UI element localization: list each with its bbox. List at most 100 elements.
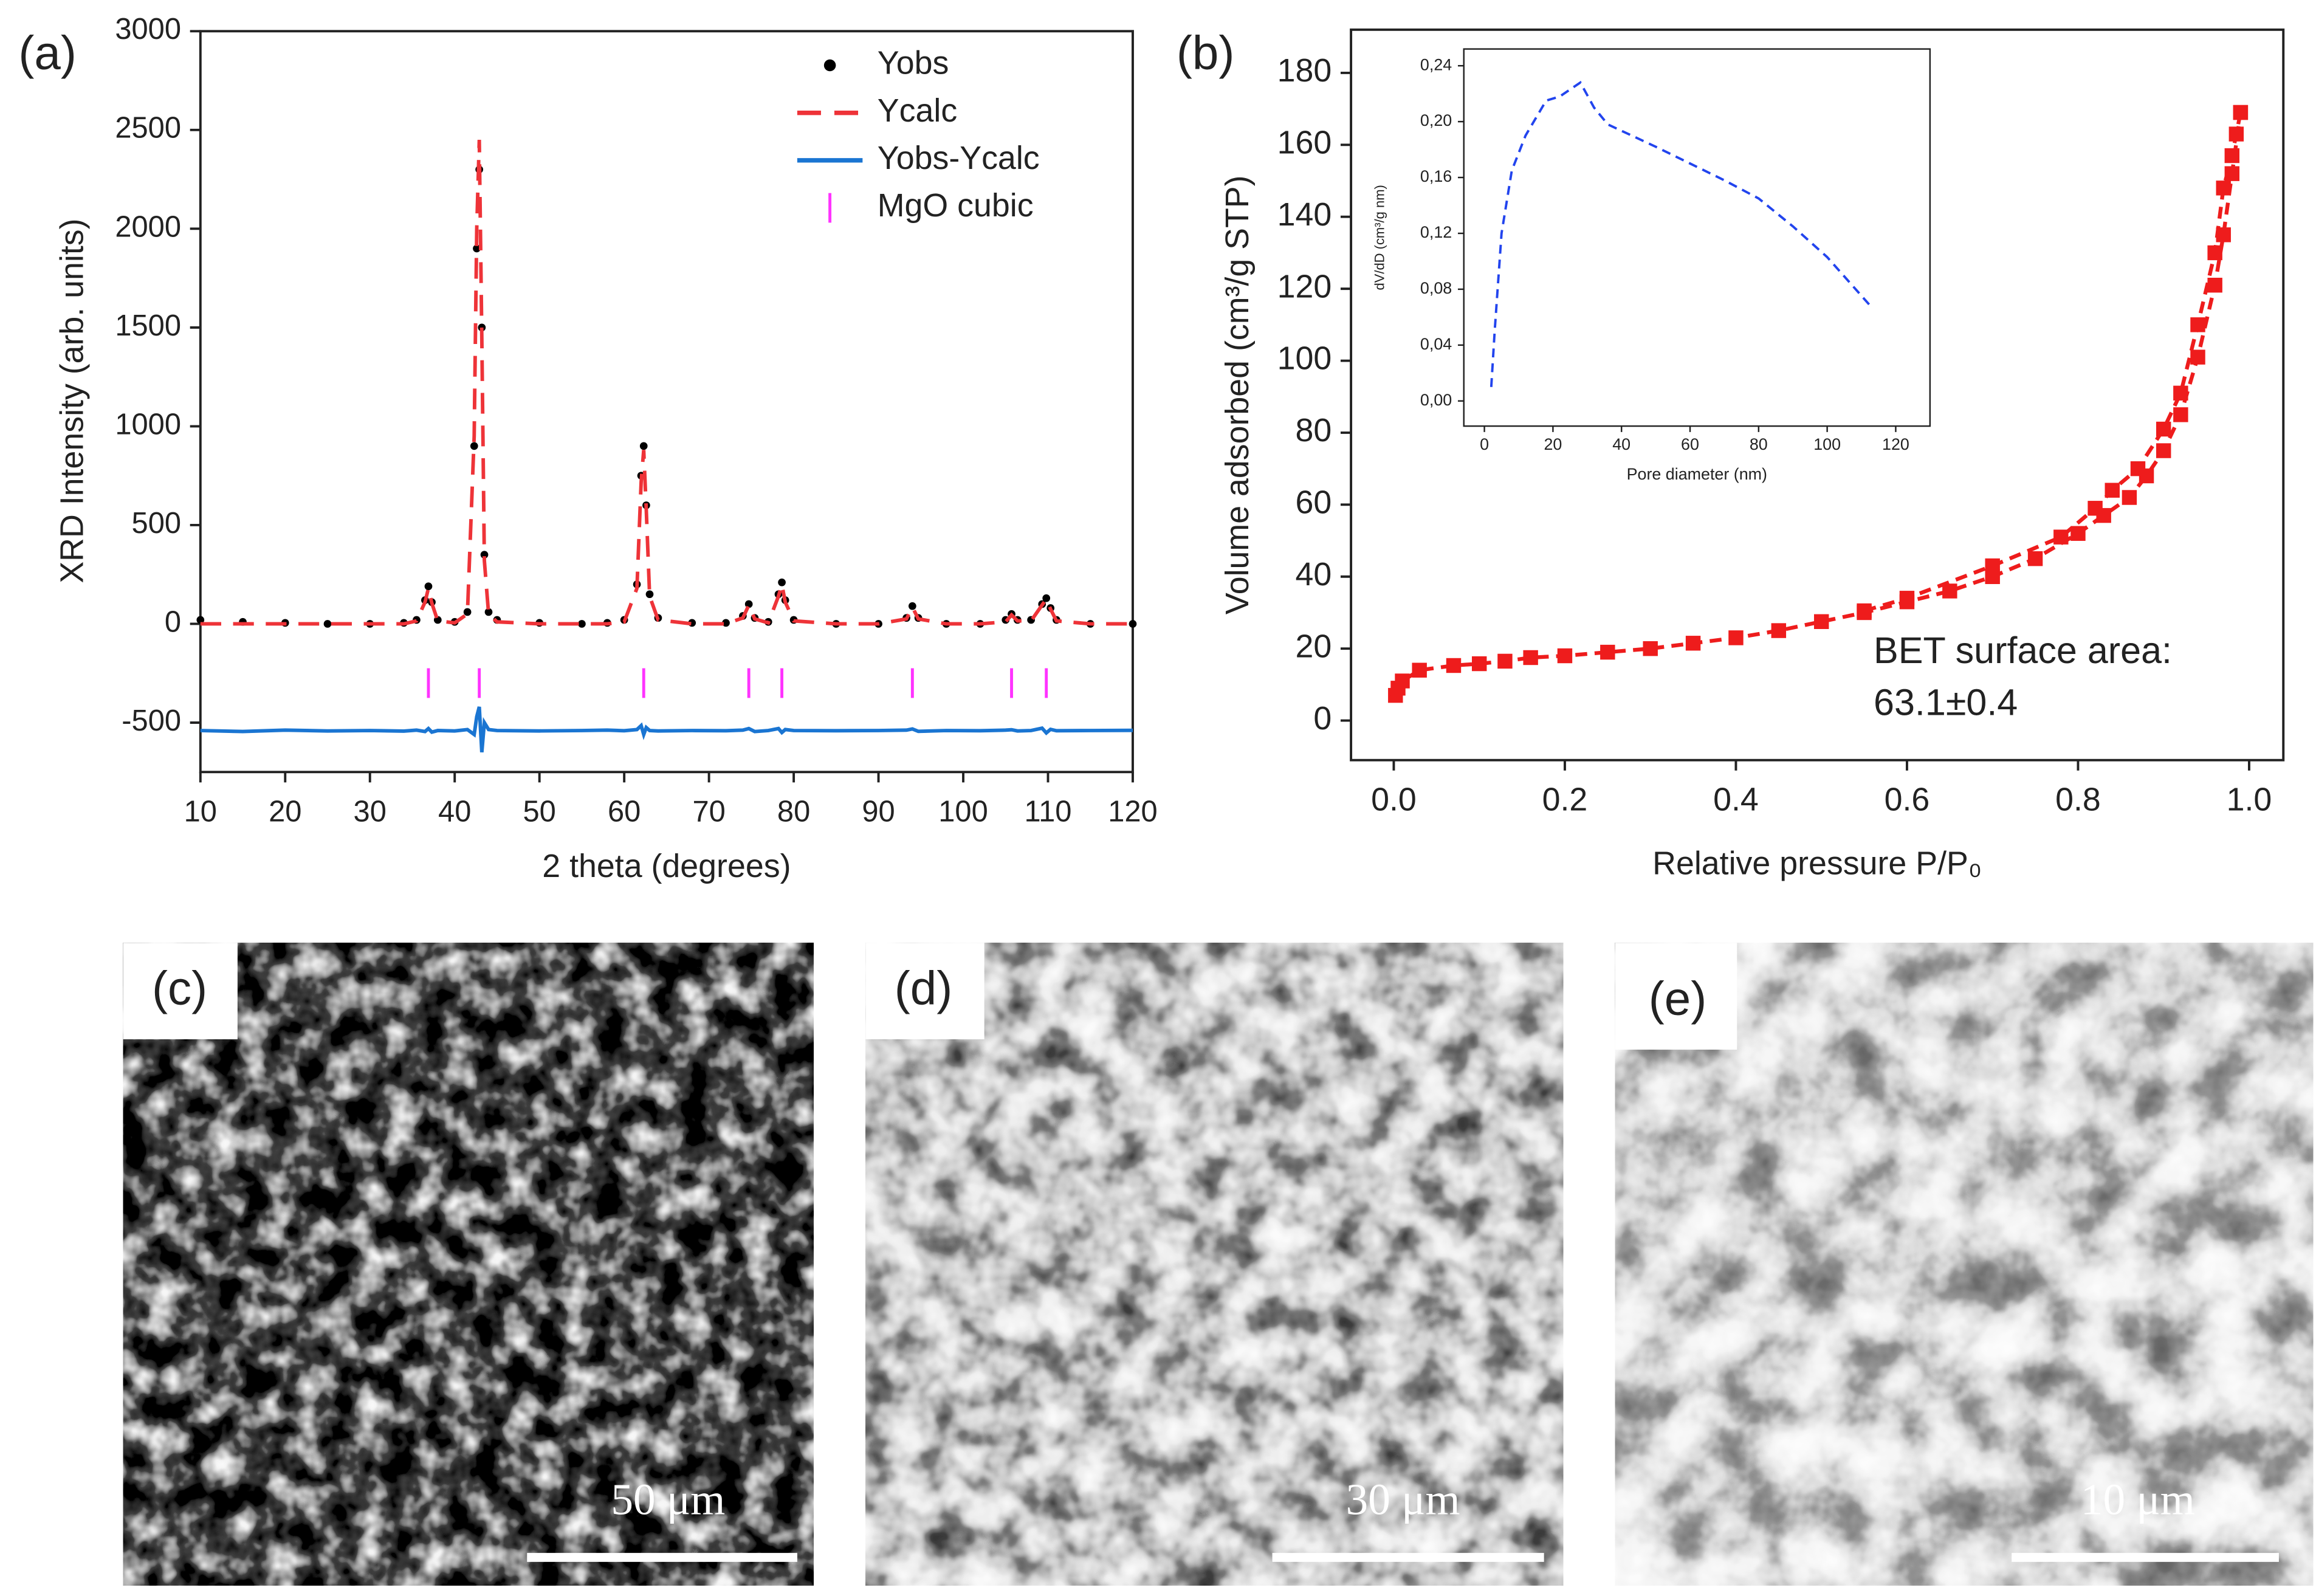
x-tick-label: 60	[1681, 435, 1699, 453]
legend-label: Ycalc	[878, 92, 957, 129]
y-tick-label: -500	[122, 704, 181, 737]
legend-label: Yobs	[878, 45, 949, 81]
scale-bar-label: 30 μm	[1346, 1474, 1460, 1524]
data-point	[2027, 551, 2043, 566]
data-point	[1942, 583, 1957, 599]
y-tick-label: 2000	[115, 210, 181, 243]
data-point	[2173, 407, 2188, 422]
x-tick-label: 40	[438, 796, 471, 828]
data-point	[1129, 620, 1137, 628]
data-point	[1857, 603, 1872, 619]
x-tick-label: 100	[1813, 435, 1841, 453]
label-box	[1615, 943, 1737, 1050]
inset-chart: 0,00 0,04 0,08 0,12 0,16 0,20 0,24 0 20 40 60 80 100…	[1372, 48, 1931, 483]
series-line	[1490, 80, 1873, 387]
data-point	[1728, 630, 1744, 645]
x-tick-label: 30	[354, 796, 387, 828]
data-point	[2070, 526, 2086, 541]
data-point	[2216, 181, 2231, 196]
data-point	[2156, 421, 2171, 437]
panel-label: (a)	[18, 26, 77, 79]
y-tick-label: 0,16	[1420, 167, 1452, 185]
y-tick-label: 180	[1277, 52, 1332, 89]
data-point	[1643, 641, 1658, 656]
legend-label: MgO cubic	[878, 187, 1034, 224]
y-tick-label: 500	[132, 507, 182, 540]
data-point	[2122, 490, 2137, 505]
data-point	[463, 608, 472, 616]
data-point	[2173, 385, 2188, 401]
x-tick-label: 0.8	[2055, 781, 2101, 817]
x-tick-label: 70	[692, 796, 725, 828]
plot-frame	[199, 30, 1134, 774]
data-point	[1813, 614, 1829, 629]
legend-label: Yobs-Ycalc	[878, 140, 1040, 176]
data-point	[1771, 623, 1787, 638]
annotation: 63.1±0.4	[1874, 681, 2018, 723]
chart: 0 20 40 60 80 100 120 140 160 180 0.0 0.2 0.4 0.6 0.8 1…	[1177, 26, 2285, 881]
data-point	[578, 620, 586, 628]
data-point	[1497, 653, 1513, 669]
x-tick-label: 1.0	[2227, 781, 2272, 817]
data-point	[2207, 277, 2222, 293]
plot-frame	[1463, 48, 1931, 427]
sem-panel-c: (c) 50 μm	[123, 943, 814, 1586]
x-tick-label: 10	[184, 796, 217, 828]
sem-image	[123, 943, 814, 1586]
plot-frame	[1350, 28, 2285, 762]
data-point	[908, 602, 916, 610]
x-tick-label: 0.2	[1542, 781, 1588, 817]
x-tick-label: 0.6	[1885, 781, 1930, 817]
x-tick-label: 50	[523, 796, 556, 828]
data-point	[2053, 529, 2069, 545]
y-tick-label: 0,12	[1420, 223, 1452, 241]
data-point	[1446, 658, 1462, 673]
x-tick-label: 120	[1882, 435, 1909, 453]
data-point	[1523, 650, 1538, 666]
data-point	[2190, 349, 2205, 365]
x-tick-label: 80	[1750, 435, 1768, 453]
sem-panel-d: (d) 30 μm	[865, 943, 1564, 1586]
annotation: BET surface area:	[1874, 630, 2172, 671]
data-point	[639, 442, 648, 450]
y-tick-label: 160	[1277, 125, 1332, 161]
data-point	[1557, 648, 1573, 664]
y-tick-label: 1000	[115, 408, 181, 441]
x-axis-label: Relative pressure P/P₀	[1652, 845, 1982, 881]
data-point	[722, 619, 730, 627]
x-tick-label: 40	[1612, 435, 1630, 453]
data-point	[323, 620, 332, 628]
y-tick-label: 0,08	[1420, 279, 1452, 297]
series-line	[200, 706, 1133, 752]
x-tick-label: 0	[1480, 435, 1489, 453]
y-tick-label: 120	[1277, 268, 1332, 304]
data-point	[2228, 126, 2244, 142]
x-tick-label: 20	[269, 796, 301, 828]
data-point	[1412, 662, 1427, 678]
x-tick-label: 0.0	[1371, 781, 1417, 817]
data-point	[424, 582, 433, 591]
y-tick-label: 80	[1296, 412, 1332, 449]
y-tick-label: 2500	[115, 112, 181, 145]
data-point	[196, 616, 205, 624]
y-tick-label: 100	[1277, 340, 1332, 377]
data-point	[2233, 105, 2249, 120]
y-tick-label: 60	[1296, 484, 1332, 521]
x-tick-label: 100	[938, 796, 988, 828]
x-axis-label: 2 theta (degrees)	[542, 848, 791, 884]
panel-label: (c)	[152, 961, 207, 1014]
y-tick-label: 0,00	[1420, 391, 1452, 409]
x-axis-label: Pore diameter (nm)	[1627, 465, 1767, 483]
chart: -500 0 500 1000 1500 2000 2500 3000 10 20 30 40 50 60…	[18, 13, 1157, 884]
data-point	[1899, 591, 1915, 606]
data-point	[1685, 636, 1701, 651]
y-tick-label: 0	[165, 605, 181, 638]
y-axis-label: dV/dD (cm³/g nm)	[1372, 185, 1387, 290]
y-tick-label: 0,20	[1420, 111, 1452, 129]
data-point	[480, 551, 489, 559]
data-point	[1042, 594, 1051, 602]
data-point	[1471, 656, 1487, 672]
x-tick-label: 60	[608, 796, 641, 828]
